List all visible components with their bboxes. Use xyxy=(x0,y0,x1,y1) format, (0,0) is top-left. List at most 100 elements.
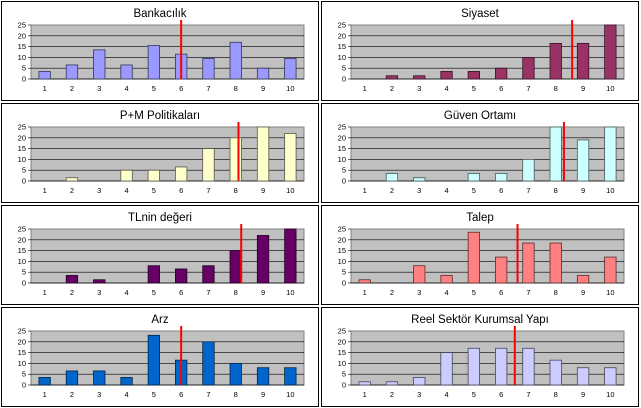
x-tick-label: 4 xyxy=(124,288,128,297)
x-tick-label: 2 xyxy=(390,186,394,195)
bar xyxy=(522,242,535,284)
bar xyxy=(358,381,371,386)
x-tick-label: 6 xyxy=(179,84,183,93)
bar xyxy=(467,71,480,80)
x-tick-label: 9 xyxy=(261,84,265,93)
x-tick-label: 10 xyxy=(286,186,294,195)
y-tick-label: 0 xyxy=(342,381,346,390)
bar xyxy=(284,228,297,284)
y-tick-label: 10 xyxy=(18,53,26,62)
chart-panel-siyaset: Siyaset 0 5 10 15 20 25 1 2 3 4 5 6 7 8 9 10 xyxy=(321,1,639,101)
x-tick-label: 3 xyxy=(417,390,421,399)
bar xyxy=(38,377,51,386)
bar xyxy=(576,139,590,182)
bar xyxy=(202,265,215,284)
y-tick-label: 0 xyxy=(22,177,26,186)
x-tick-label: 6 xyxy=(499,186,503,195)
x-tick-label: 8 xyxy=(234,288,238,297)
y-tick-label: 10 xyxy=(338,359,346,368)
x-tick-label: 6 xyxy=(179,390,183,399)
bar xyxy=(467,231,480,284)
bar xyxy=(256,126,270,182)
x-tick-label: 3 xyxy=(97,186,101,195)
x-tick-label: 9 xyxy=(261,390,265,399)
y-tick-label: 15 xyxy=(18,246,26,255)
x-tick-label: 5 xyxy=(152,390,156,399)
x-tick-label: 8 xyxy=(234,186,238,195)
y-tick-label: 25 xyxy=(18,225,26,234)
x-tick-label: 10 xyxy=(606,186,614,195)
bar xyxy=(120,169,133,182)
y-tick-label: 15 xyxy=(18,144,26,153)
bar xyxy=(495,347,508,386)
x-tick-label: 1 xyxy=(363,84,367,93)
y-tick-label: 10 xyxy=(338,155,346,164)
bar xyxy=(522,159,535,182)
y-tick-label: 25 xyxy=(338,21,346,30)
x-tick-label: 9 xyxy=(581,390,585,399)
y-tick-label: 25 xyxy=(338,225,346,234)
x-tick-label: 4 xyxy=(124,390,128,399)
bar xyxy=(229,250,242,284)
x-tick-label: 7 xyxy=(526,84,530,93)
x-tick-label: 9 xyxy=(581,84,585,93)
bar xyxy=(284,133,297,182)
y-tick-label: 5 xyxy=(342,370,346,379)
chart-panel-arz: Arz 0 5 10 15 20 25 1 2 3 4 5 6 7 8 9 10 xyxy=(1,307,319,407)
x-tick-label: 9 xyxy=(581,186,585,195)
x-tick-label: 1 xyxy=(43,84,47,93)
bar xyxy=(467,347,480,386)
x-tick-label: 8 xyxy=(554,288,558,297)
x-tick-label: 4 xyxy=(444,288,448,297)
bar xyxy=(358,279,371,284)
y-tick-label: 15 xyxy=(338,348,346,357)
y-tick-label: 5 xyxy=(342,64,346,73)
y-tick-label: 0 xyxy=(22,75,26,84)
bar xyxy=(284,367,297,386)
bar xyxy=(65,370,79,386)
x-tick-label: 4 xyxy=(124,84,128,93)
y-tick-label: 15 xyxy=(18,348,26,357)
x-tick-label: 3 xyxy=(97,84,101,93)
bar xyxy=(413,75,426,80)
bar xyxy=(120,64,133,80)
bar xyxy=(229,137,242,182)
bar xyxy=(120,377,133,386)
y-tick-label: 0 xyxy=(342,177,346,186)
y-tick-label: 20 xyxy=(338,235,346,244)
x-tick-label: 1 xyxy=(43,186,47,195)
bar xyxy=(65,177,79,182)
bar xyxy=(549,126,562,182)
y-tick-label: 20 xyxy=(338,133,346,142)
x-tick-label: 7 xyxy=(526,390,530,399)
chart-title: Bankacılık xyxy=(133,8,186,20)
bar xyxy=(495,173,508,182)
x-tick-label: 6 xyxy=(179,288,183,297)
y-tick-label: 10 xyxy=(338,257,346,266)
x-tick-label: 10 xyxy=(286,390,294,399)
x-tick-label: 1 xyxy=(43,390,47,399)
chart-panel-pm-politikalari: P+M Politikaları 0 5 10 15 20 25 1 2 3 4 5 6 7 8 9 10 xyxy=(1,103,319,203)
x-tick-label: 4 xyxy=(444,84,448,93)
y-tick-label: 10 xyxy=(18,257,26,266)
x-tick-label: 8 xyxy=(554,84,558,93)
bar xyxy=(175,166,188,182)
bar xyxy=(495,67,508,80)
bar xyxy=(522,347,535,386)
y-tick-label: 25 xyxy=(338,327,346,336)
bar xyxy=(440,275,453,284)
x-tick-label: 3 xyxy=(417,288,421,297)
y-tick-label: 20 xyxy=(338,337,346,346)
x-tick-label: 2 xyxy=(70,84,74,93)
bar xyxy=(93,49,106,80)
x-tick-label: 7 xyxy=(206,84,210,93)
x-tick-label: 5 xyxy=(472,84,476,93)
x-tick-label: 6 xyxy=(499,84,503,93)
x-tick-label: 9 xyxy=(581,288,585,297)
x-tick-label: 5 xyxy=(472,390,476,399)
bar xyxy=(256,235,270,284)
bar xyxy=(440,352,453,386)
bar xyxy=(495,256,508,284)
bar xyxy=(65,64,79,80)
